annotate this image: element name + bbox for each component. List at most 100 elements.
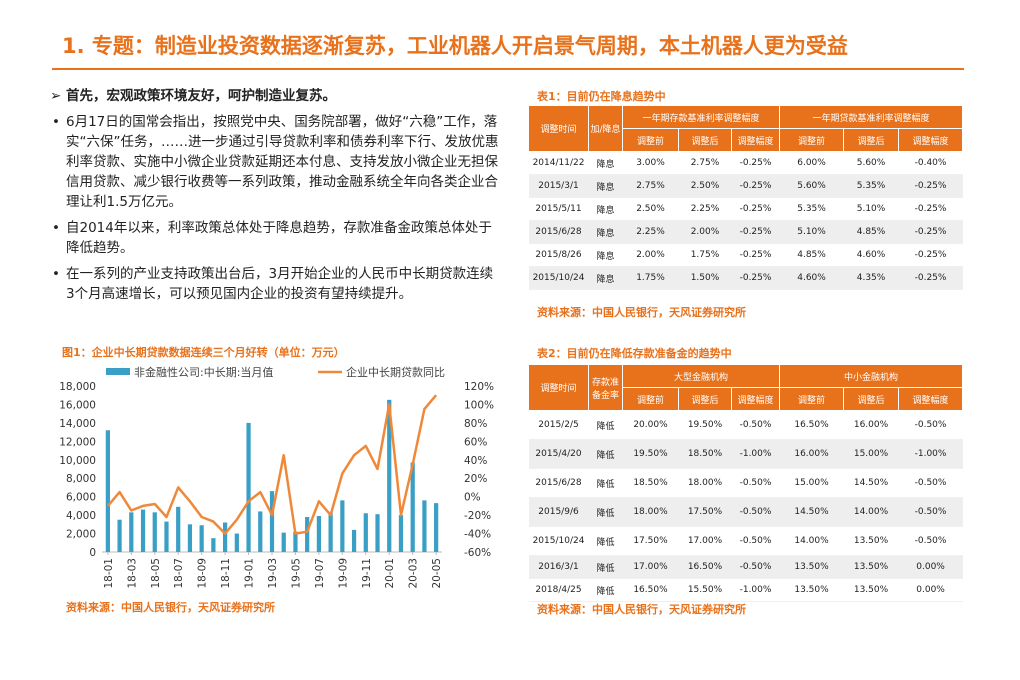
col-header-time: 调整时间 [528,364,589,411]
cell-date: 2015/9/6 [528,497,589,527]
bullet-dot-icon: • [52,266,60,282]
cell-value: 0.00% [898,578,963,602]
x-tick-label: 18-11 [220,558,232,589]
cell-value: 18.00% [678,468,732,498]
cell-value: -1.00% [731,439,780,469]
col-header-after: 调整后 [678,387,732,411]
bar [222,522,228,552]
cell-direction: 降息 [588,220,623,244]
cell-value: 2.50% [678,174,732,198]
cell-value: 2.25% [678,197,732,221]
col-header-delta: 调整幅度 [730,387,781,411]
y-left-tick-label: 16,000 [59,399,96,411]
col-group-deposit: 一年期存款基准利率调整幅度 [621,105,781,129]
bullet-dot-icon: • [52,114,60,130]
cell-value: 2.00% [678,220,732,244]
cell-value: 13.50% [779,578,844,602]
table1-caption: 表1：目前仍在降息趋势中 [537,90,666,103]
cell-value: -0.50% [731,410,780,440]
chart-source: 资料来源：中国人民银行，天风证券研究所 [66,601,275,614]
col-header-delta: 调整幅度 [898,128,964,152]
cell-value: 1.75% [622,266,679,290]
bar [117,519,122,552]
bullet-text: 6月17日的国常会指出，按照党中央、国务院部署，做好“六稳”工作，落实“六保”任… [66,114,499,210]
col-header-before: 调整前 [779,387,845,411]
bar [246,422,251,552]
cell-value: 14.50% [843,468,899,498]
cell-value: -1.00% [731,578,780,602]
cell-date: 2014/11/22 [528,151,589,175]
cell-value: 4.35% [843,266,899,290]
cell-date: 2015/8/26 [528,243,589,267]
bar [410,462,415,552]
col-group-small: 中小金融机构 [779,364,964,388]
cell-value: -0.50% [731,468,780,498]
bar [293,531,298,552]
y-right-tick-label: 0% [464,492,481,504]
cell-value: -0.25% [731,151,780,175]
bar [434,503,439,552]
cell-value: -0.25% [731,174,780,198]
cell-date: 2016/3/1 [528,555,589,579]
table-row: 2015/2/5 降低 20.00% 19.50% -0.50% 16.50% 16.00%… [528,410,963,440]
col-header-after: 调整后 [843,128,900,152]
cell-value: 13.50% [843,526,899,556]
cell-value: -0.50% [898,497,963,527]
table-row: 2018/4/25 降低 16.50% 15.50% -1.00% 13.50% 13.50… [528,578,963,602]
legend-bar-swatch [106,368,130,375]
x-tick-label: 19-09 [337,558,349,589]
page-title: 1. 专题：制造业投资数据逐渐复苏，工业机器人开启景气周期，本土机器人更为受益 [62,34,848,58]
bar [211,538,216,552]
cell-value: 18.00% [622,497,679,527]
table-row: 2015/10/24 降低 17.50% 17.00% -0.50% 14.00% 13.5… [528,526,963,556]
cell-value: 17.50% [678,497,732,527]
table2-caption: 表2：目前仍在降低存款准备金的趋势中 [537,347,732,360]
cell-direction: 降息 [588,266,623,290]
col-header-reserve: 存款准备金率 [588,364,623,411]
y-left-tick-label: 8,000 [66,473,96,485]
cell-value: 2.75% [622,174,679,198]
bar [281,532,286,552]
y-left-tick-label: 12,000 [59,436,96,448]
bar [328,512,333,552]
bullet-item: • 自2014年以来，利率政策总体处于降息趋势，存款准备金政策总体处于降低趋势。 [50,218,500,258]
cell-direction: 降低 [588,555,623,579]
cell-value: -0.25% [898,266,963,290]
chart-caption: 图1：企业中长期贷款数据连续三个月好转（单位：万元） [62,346,345,359]
cell-value: 13.50% [843,578,899,602]
col-group-loan: 一年期贷款基准利率调整幅度 [779,105,964,129]
x-tick-label: 18-01 [103,558,115,589]
cell-value: 2.00% [622,243,679,267]
bar [305,516,310,552]
legend-line-label: 企业中长期贷款同比 [346,365,445,379]
cell-value: -0.25% [898,220,963,244]
y-right-tick-label: -20% [464,510,491,522]
col-header-time: 调整时间 [528,105,589,152]
cell-value: 14.50% [779,497,844,527]
cell-value: 16.00% [779,439,844,469]
cell-value: 14.00% [779,526,844,556]
cell-value: 5.35% [779,197,844,221]
col-header-delta: 调整幅度 [730,128,781,152]
y-left-tick-label: 0 [89,547,96,559]
cell-value: 16.00% [843,410,899,440]
x-tick-label: 18-07 [173,558,185,589]
bar [129,512,134,552]
lead-point: ➢ 首先，宏观政策环境友好，呵护制造业复苏。 [50,86,500,106]
cell-value: 17.00% [678,526,732,556]
cell-value: 15.00% [843,439,899,469]
cell-value: -1.00% [898,439,963,469]
bar [140,509,146,552]
x-tick-label: 19-07 [314,558,326,589]
cell-direction: 降低 [588,497,623,527]
table-row: 2014/11/22 降息 3.00% 2.75% -0.25% 6.00% 5.60% -0… [528,151,963,175]
table1-source: 资料来源：中国人民银行，天风证券研究所 [537,306,746,319]
col-header-after: 调整后 [678,128,732,152]
x-tick-label: 19-01 [244,558,256,589]
cell-value: 15.00% [779,468,844,498]
cell-date: 2015/6/28 [528,220,589,244]
x-tick-label: 19-11 [361,558,373,589]
cell-value: 2.25% [622,220,679,244]
cell-value: -0.50% [898,526,963,556]
lead-text: 首先，宏观政策环境友好，呵护制造业复苏。 [66,88,336,104]
